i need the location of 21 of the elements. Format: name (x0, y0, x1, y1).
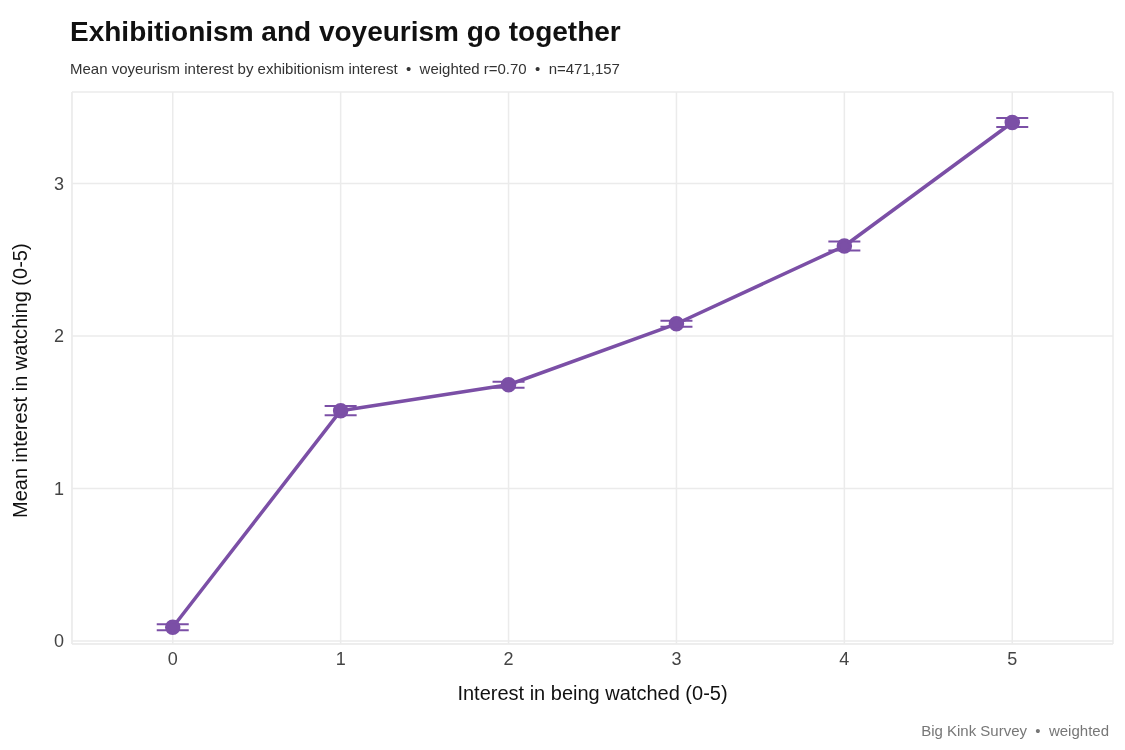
y-axis-title: Mean interest in watching (0-5) (9, 243, 32, 518)
point (668, 316, 685, 332)
point (500, 377, 517, 393)
x-tick-label: 5 (1007, 648, 1018, 669)
x-tick-label: 0 (167, 648, 178, 669)
x-tick-label: 3 (671, 648, 682, 669)
point (1004, 114, 1021, 131)
y-tick-label: 3 (53, 173, 64, 194)
chart-title: Exhibitionism and voyeurism go together (70, 16, 621, 48)
x-tick-label: 4 (839, 648, 850, 669)
chart-subtitle: Mean voyeurism interest by exhibitionism interest • weighted r=0.70 • n=471,157 (70, 60, 620, 77)
y-tick-label: 1 (53, 478, 64, 499)
x-axis-title: Interest in being watched (0-5) (457, 682, 728, 704)
y-tick-label: 2 (53, 326, 64, 347)
point (164, 619, 181, 635)
x-tick-label: 2 (503, 648, 514, 669)
point (332, 402, 349, 419)
point (836, 238, 853, 254)
y-tick-label: 0 (53, 631, 64, 652)
x-tick-label: 1 (335, 648, 346, 669)
text: Big Kink Survey • weighted (921, 722, 1109, 739)
